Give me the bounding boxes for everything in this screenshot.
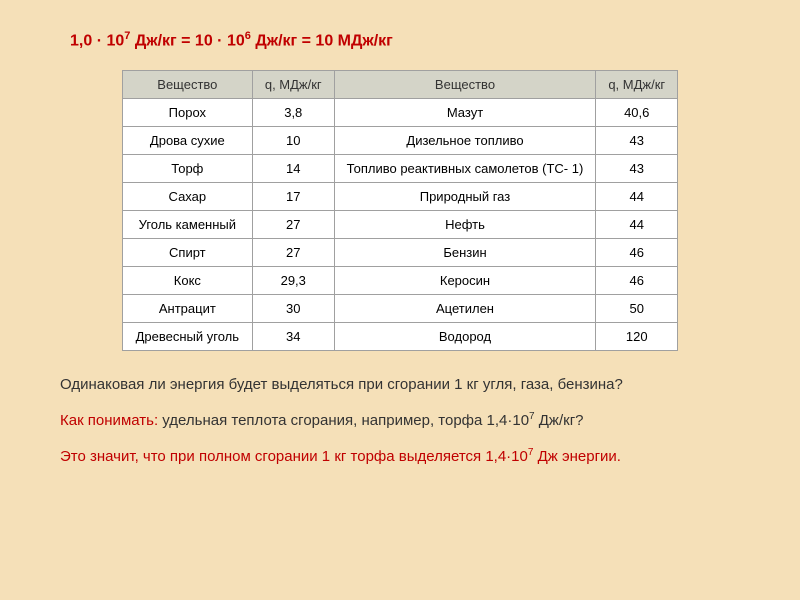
answer-line: Это значит, что при полном сгорании 1 кг… <box>60 447 750 465</box>
explanation-line: Как понимать: удельная теплота сгорания,… <box>60 411 750 429</box>
table-row: Спирт27Бензин46 <box>122 239 677 267</box>
energy-question: Одинаковая ли энергия будет выделяться п… <box>60 376 750 393</box>
header-substance-right: Вещество <box>334 71 596 99</box>
table-row: Дрова сухие10Дизельное топливо43 <box>122 127 677 155</box>
table-row: Порох3,8Мазут40,6 <box>122 99 677 127</box>
table-row: Торф14Топливо реактивных самолетов (ТС- … <box>122 155 677 183</box>
header-q-right: q, МДж/кг <box>596 71 678 99</box>
table-row: Древесный уголь34Водород120 <box>122 323 677 351</box>
table-row: Сахар17Природный газ44 <box>122 183 677 211</box>
heat-combustion-table: Вещество q, МДж/кг Вещество q, МДж/кг По… <box>122 70 678 351</box>
table-row: Уголь каменный27Нефть44 <box>122 211 677 239</box>
conversion-formula: 1,0 · 107 Дж/кг = 10 · 106 Дж/кг = 10 МД… <box>70 30 750 50</box>
table-row: Кокс29,3Керосин46 <box>122 267 677 295</box>
header-q-left: q, МДж/кг <box>252 71 334 99</box>
table-row: Антрацит30Ацетилен50 <box>122 295 677 323</box>
header-substance-left: Вещество <box>122 71 252 99</box>
table-body: Порох3,8Мазут40,6 Дрова сухие10Дизельное… <box>122 99 677 351</box>
